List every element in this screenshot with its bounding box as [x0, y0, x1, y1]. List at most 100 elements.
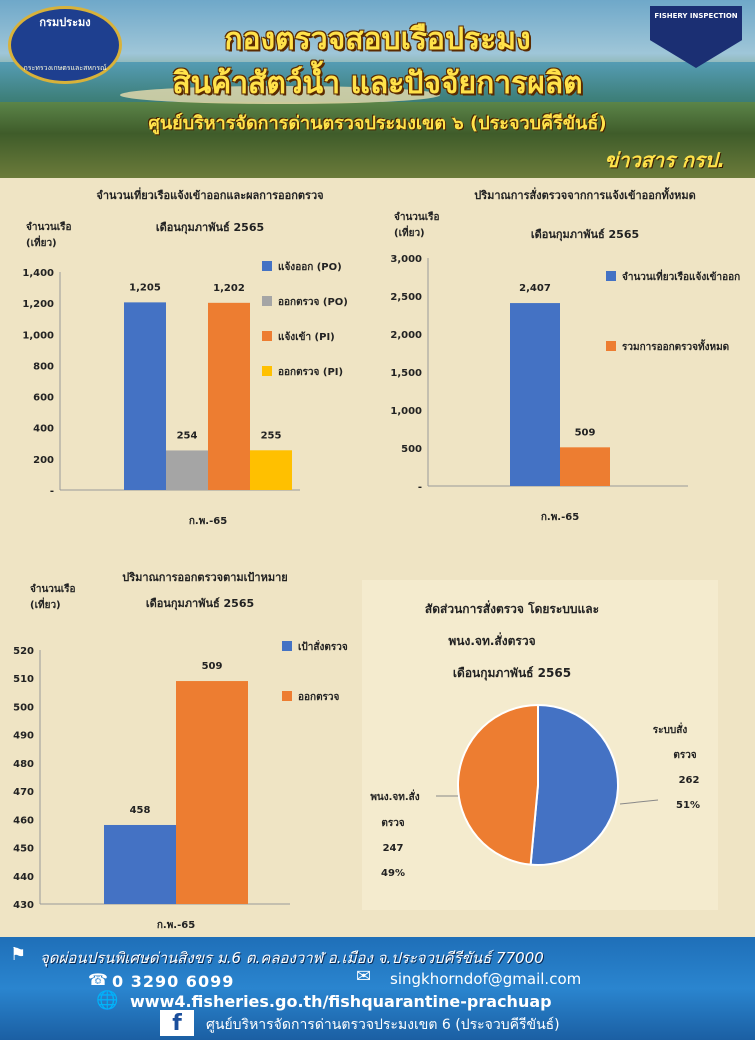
y-tick-label: 1,000 — [390, 406, 422, 417]
y-tick-label: 800 — [33, 361, 54, 372]
footer-facebook[interactable]: ศูนย์บริหารจัดการด่านตรวจประมงเขต 6 (ประ… — [206, 1017, 560, 1033]
pie-label: ตรวจ — [381, 818, 404, 829]
footer-address: จุดผ่อนปรนพิเศษด่านสิงขร ม.6 ต.คลองวาฬ อ… — [40, 949, 544, 967]
chart2-subtitle: เดือนกุมภาพันธ์ 2565 — [530, 228, 640, 241]
footer-website[interactable]: www4.fisheries.go.th/fishquarantine-prac… — [130, 992, 552, 1011]
email-icon: ✉ — [356, 966, 372, 987]
legend-label: ออกตรวจ (PI) — [278, 367, 343, 378]
y-tick-label: 490 — [13, 731, 34, 742]
y-tick-label: - — [418, 482, 422, 493]
y-tick-label: 1,200 — [22, 299, 54, 310]
legend-label: เป้าสั่งตรวจ — [298, 640, 348, 653]
bar-4 — [250, 450, 292, 490]
legend-swatch — [606, 341, 616, 351]
x-tick-label: ก.พ.-65 — [157, 920, 195, 931]
y-tick-label: 3,000 — [390, 254, 422, 265]
bar-2 — [560, 447, 610, 486]
pie-label: ระบบสั่ง — [653, 722, 688, 736]
chart2-svg: - 500 1,000 1,500 2,000 2,500 3,000 2,407 509 ก.พ… — [390, 254, 740, 523]
y-tick-label: 470 — [13, 787, 34, 798]
logo-left-sub: กระทรวงเกษตรและสหกรณ์ — [23, 64, 107, 72]
bar-1 — [104, 824, 176, 904]
y-tick-label: 1,500 — [390, 368, 422, 379]
chart4-title-1: สัดส่วนการสั่งตรวจ โดยระบบและ — [424, 602, 600, 616]
chart1-title: จำนวนเที่ยวเรือแจ้งเข้าออกและผลการออกตรว… — [96, 189, 324, 202]
y-tick-label: 460 — [13, 815, 34, 826]
bar-2 — [176, 681, 248, 904]
pie-label: 247 — [383, 843, 404, 854]
legend-label: ออกตรวจ (PO) — [278, 297, 348, 308]
footer-phone: 0 3290 6099 — [112, 972, 235, 991]
logo-right-text: FISHERY INSPECTION — [654, 12, 738, 20]
legend-label: รวมการออกตรวจทั้งหมด — [622, 339, 729, 353]
facebook-icon[interactable]: f — [160, 1010, 194, 1036]
y-tick-label: 2,000 — [390, 330, 422, 341]
news-label: ข่าวสาร กรป. — [604, 148, 725, 172]
x-tick-label: ก.พ.-65 — [189, 516, 227, 527]
phone-icon: ☎ — [88, 970, 108, 989]
bar-1 — [124, 302, 166, 490]
pie-slice-1 — [529, 703, 620, 866]
legend-swatch — [262, 296, 272, 306]
y-tick-label: 2,500 — [390, 292, 422, 303]
chart2-ylabel: จำนวนเรือ (เที่ยว) — [394, 212, 440, 239]
legend-swatch — [282, 691, 292, 701]
pie-label: 51% — [676, 800, 700, 811]
legend-label: ออกตรวจ — [298, 692, 340, 703]
chart1-ylabel: จำนวนเรือ (เที่ยว) — [26, 222, 72, 249]
legend-swatch — [262, 366, 272, 376]
y-tick-label: 520 — [13, 646, 34, 657]
x-tick-label: ก.พ.-65 — [541, 512, 579, 523]
y-tick-label: 500 — [13, 702, 34, 713]
legend-swatch — [606, 271, 616, 281]
data-label: 509 — [202, 661, 223, 672]
data-label: 2,407 — [519, 283, 551, 294]
bar-3 — [208, 302, 250, 490]
data-label: 458 — [130, 805, 151, 816]
y-tick-label: 200 — [33, 455, 54, 466]
logo-left-text: กรมประมง — [39, 16, 91, 29]
data-label: 255 — [261, 430, 282, 441]
pie-slice-2 — [457, 703, 539, 866]
bar-2 — [166, 450, 208, 490]
y-tick-label: 440 — [13, 872, 34, 883]
leader-line — [619, 799, 659, 805]
globe-icon: 🌐 — [96, 990, 119, 1011]
chart3-ylabel: จำนวนเรือ (เที่ยว) — [30, 584, 76, 611]
bar-1 — [510, 303, 560, 486]
chart4-subtitle: เดือนกุมภาพันธ์ 2565 — [452, 666, 572, 680]
map-pin-icon: ⚑ — [10, 944, 27, 965]
banner-title-3: ศูนย์บริหารจัดการด่านตรวจประมงเขต ๖ (ประ… — [148, 113, 607, 134]
chart1-subtitle: เดือนกุมภาพันธ์ 2565 — [155, 221, 265, 234]
legend-swatch — [262, 261, 272, 271]
pie-label: 262 — [679, 775, 700, 786]
chart4-title-2: พนง.จท.สั่งตรวจ — [448, 634, 536, 648]
y-tick-label: 430 — [13, 900, 34, 911]
legend-label: แจ้งออก (PO) — [278, 261, 342, 273]
banner-beach — [120, 86, 440, 104]
legend-label: จำนวนเที่ยวเรือแจ้งเข้าออก — [622, 269, 740, 283]
y-tick-label: 500 — [401, 444, 422, 455]
y-tick-label: 510 — [13, 674, 34, 685]
footer-email[interactable]: singkhorndof@gmail.com — [390, 970, 582, 988]
y-tick-label: 400 — [33, 424, 54, 435]
banner-title-2: สินค้าสัตว์น้ำ และปัจจัยการผลิต — [172, 66, 583, 101]
banner-title-1: กองตรวจสอบเรือประมง — [224, 22, 531, 57]
footer-bar — [0, 937, 755, 1040]
pie-label: 49% — [381, 868, 405, 879]
legend-swatch — [282, 641, 292, 651]
data-label: 509 — [575, 427, 596, 438]
y-tick-label: 480 — [13, 759, 34, 770]
y-tick-label: 600 — [33, 393, 54, 404]
data-label: 1,205 — [129, 282, 161, 293]
y-tick-label: - — [50, 486, 54, 497]
legend-label: แจ้งเข้า (PI) — [278, 331, 335, 343]
chart2-title: ปริมาณการสั่งตรวจจากการแจ้งเข้าออกทั้งหม… — [474, 189, 696, 202]
chart3-subtitle: เดือนกุมภาพันธ์ 2565 — [145, 597, 255, 610]
y-tick-label: 450 — [13, 844, 34, 855]
y-tick-label: 1,000 — [22, 330, 54, 341]
data-label: 254 — [177, 430, 198, 441]
chart3-svg: 430 440 450 460 470 480 490 500 510 520 458 509 ก.พ.… — [13, 640, 348, 931]
department-logo: กรมประมง กระทรวงเกษตรและสหกรณ์ — [8, 6, 122, 84]
